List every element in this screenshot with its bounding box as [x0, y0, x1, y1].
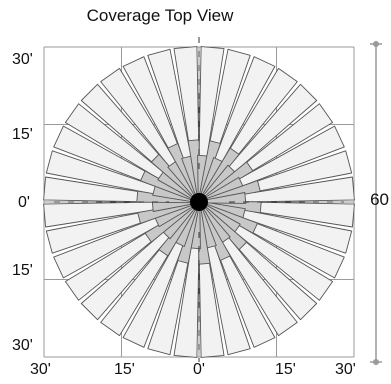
x-label-left-mid: 15' — [114, 361, 135, 378]
y-label-top: 30' — [12, 51, 33, 68]
x-label-right: 30' — [335, 361, 356, 378]
dimension-line — [370, 41, 382, 365]
y-label-bottom: 30' — [12, 337, 33, 354]
y-label-center: 0' — [18, 194, 30, 211]
y-label-lower-mid: 15' — [12, 262, 33, 279]
x-label-center: 0' — [193, 361, 205, 378]
dimension-label: 60 — [370, 190, 389, 209]
y-label-upper-mid: 15' — [12, 126, 33, 143]
x-label-right-mid: 15' — [275, 361, 296, 378]
diagram-title: Coverage Top View — [86, 6, 234, 25]
x-label-left: 30' — [30, 361, 51, 378]
sensor-center-dot — [190, 193, 208, 211]
